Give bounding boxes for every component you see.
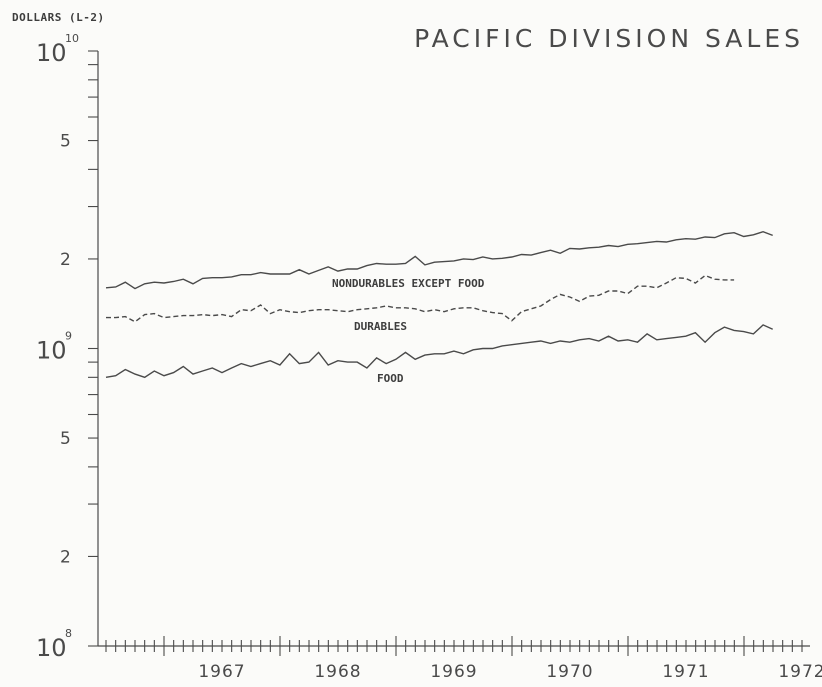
x-tick-label: 1972	[778, 662, 822, 682]
series-label-durables: DURABLES	[354, 320, 407, 333]
y-tick-label: 2	[60, 250, 71, 270]
series-label-food: FOOD	[377, 372, 404, 385]
x-axis-ticks: 1967 1968 1969 1970 1971 1972	[105, 636, 822, 682]
y-tick-label: 5	[60, 429, 71, 449]
y-tick-label: 10	[36, 634, 67, 662]
y-tick-label: 10	[36, 337, 67, 365]
y-tick-exponent: 10	[65, 32, 79, 45]
x-tick-label: 1971	[662, 662, 709, 682]
y-tick-exponent: 9	[65, 330, 72, 343]
series-label-nondurables: NONDURABLES EXCEPT FOOD	[332, 277, 485, 290]
y-tick-label: 2	[60, 547, 71, 567]
x-tick-label: 1970	[546, 662, 593, 682]
x-tick-label: 1968	[314, 662, 361, 682]
chart-title: PACIFIC DIVISION SALES	[414, 24, 804, 53]
series-line-food	[105, 324, 773, 379]
y-tick-label: 10	[36, 39, 67, 67]
y-tick-exponent: 8	[65, 627, 72, 640]
series-lines	[105, 230, 773, 379]
y-axis-label: DOLLARS (L-2)	[12, 11, 105, 24]
x-tick-label: 1967	[198, 662, 245, 682]
series-line-durables	[106, 274, 735, 323]
y-tick-label: 5	[60, 132, 71, 152]
series-line-nondurables-except-food	[105, 230, 773, 290]
x-tick-label: 1969	[430, 662, 477, 682]
